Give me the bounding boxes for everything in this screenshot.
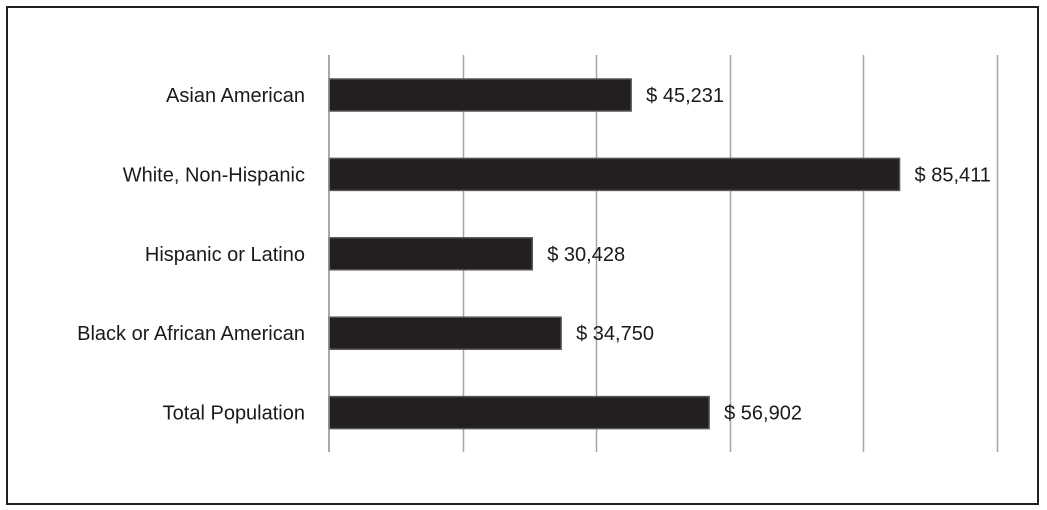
- value-label: $ 56,902: [724, 403, 802, 425]
- bar: [328, 78, 632, 112]
- category-label: White, Non-Hispanic: [123, 164, 305, 186]
- category-label: Asian American: [166, 85, 305, 107]
- value-label: $ 85,411: [915, 164, 991, 186]
- bar: [328, 157, 901, 192]
- category-label: Black or African American: [77, 323, 305, 345]
- bar: [328, 237, 534, 271]
- bar: [328, 316, 562, 350]
- gridlines: [462, 55, 999, 452]
- value-label: $ 30,428: [547, 244, 625, 266]
- category-labels: Asian American White, Non-Hispanic Hispani…: [77, 85, 305, 425]
- value-label: $ 34,750: [576, 323, 654, 345]
- category-label: Hispanic or Latino: [145, 244, 305, 266]
- bar: [328, 395, 710, 430]
- category-label: Total Population: [163, 403, 305, 425]
- value-labels: $ 45,231 $ 85,411 $ 30,428 $ 34,750 $ 56,902: [547, 85, 991, 425]
- value-label: $ 45,231: [646, 85, 724, 107]
